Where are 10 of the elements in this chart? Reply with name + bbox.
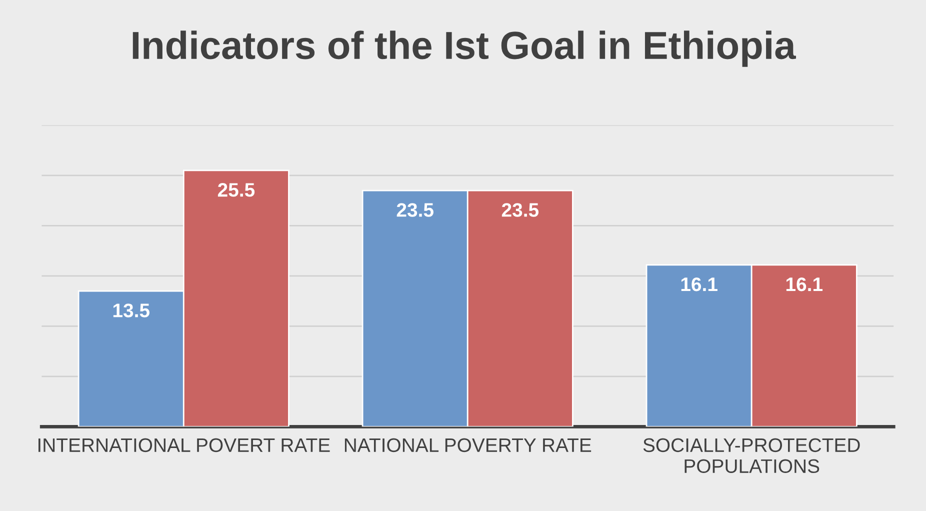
chart-title: Indicators of the Ist Goal in Ethiopia (132, 30, 796, 67)
x-tick-label: INTERNATIONAL POVERT RATE (38, 438, 330, 452)
data-label: 13.5 (113, 304, 150, 318)
data-label: 25.5 (218, 182, 255, 197)
x-tick-label: SOCIALLY-PROTECTED POPULATIONS (643, 438, 860, 474)
data-label: 23.5 (502, 203, 539, 217)
x-tick-label: NATIONAL POVERTY RATE (344, 438, 592, 452)
data-label: 23.5 (396, 203, 434, 217)
data-label: 16.1 (786, 277, 823, 292)
data-label: 16.1 (681, 277, 718, 292)
